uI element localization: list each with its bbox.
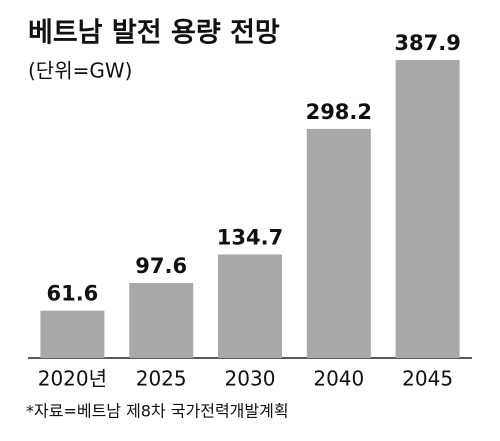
bar — [395, 60, 460, 358]
bar — [218, 254, 282, 358]
x-tick-label: 2020년 — [38, 367, 107, 391]
value-label: 97.6 — [135, 254, 187, 278]
value-label: 387.9 — [394, 31, 460, 55]
x-tick-label: 2045 — [402, 367, 453, 391]
chart-title: 베트남 발전 용량 전망 — [28, 18, 280, 49]
value-label: 298.2 — [306, 100, 372, 124]
bar — [129, 283, 194, 358]
value-label: 61.6 — [46, 282, 98, 306]
x-tick-label: 2040 — [313, 367, 364, 391]
x-tick-label: 2030 — [225, 367, 276, 391]
chart-subtitle: (단위=GW) — [28, 59, 132, 83]
bar — [40, 310, 105, 358]
bar — [306, 128, 371, 358]
source-note: *자료=베트남 제8차 국가전력개발계획 — [26, 402, 289, 421]
x-tick-label: 2025 — [136, 367, 187, 391]
value-label: 134.7 — [217, 226, 283, 250]
